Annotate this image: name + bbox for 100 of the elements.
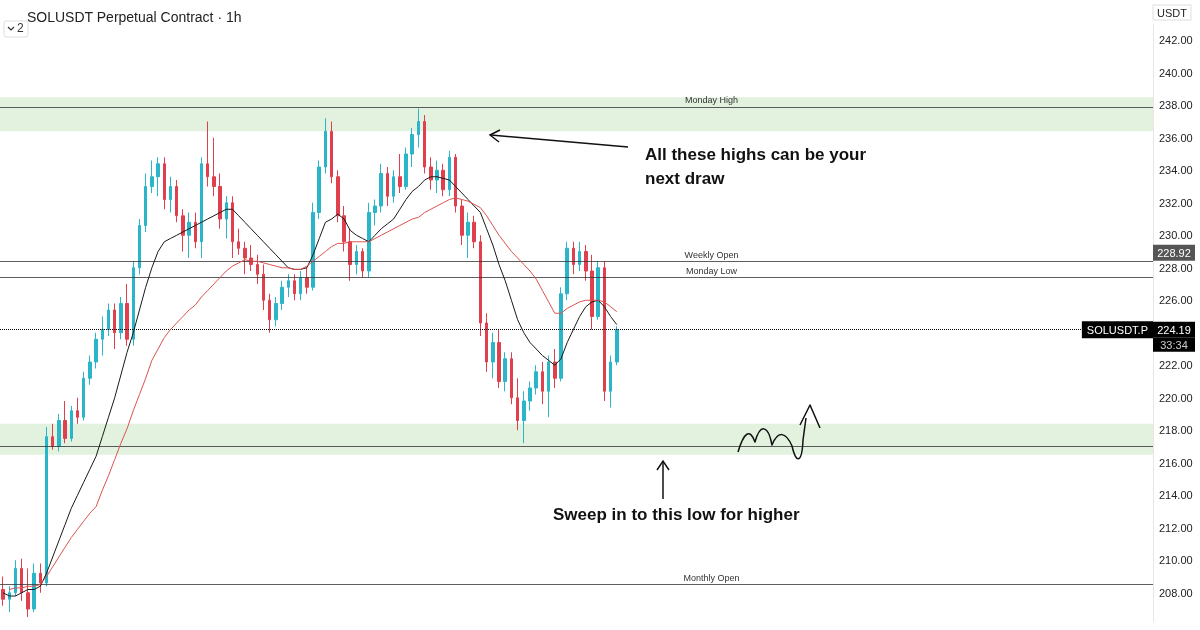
candlestick [212, 137, 216, 197]
candlestick [615, 325, 619, 366]
candlestick [132, 260, 135, 347]
y-tick-label: 234.00 [1159, 164, 1193, 177]
candlestick [63, 400, 67, 444]
candlestick [274, 296, 278, 327]
candlestick [423, 114, 426, 174]
candlestick [553, 348, 557, 389]
candlestick [479, 234, 482, 337]
annotation: Sweep in to this low for higher [553, 504, 800, 524]
candlestick [14, 559, 17, 597]
candlestick [311, 202, 315, 291]
candlestick [107, 303, 110, 337]
y-tick-label: 220.00 [1159, 391, 1193, 404]
candlestick [448, 150, 451, 197]
candlestick [32, 563, 36, 613]
candlestick [1, 576, 5, 607]
chart-title: SOLUSDT Perpetual Contract · 1h [27, 9, 242, 25]
candlestick [510, 351, 513, 405]
candlestick [429, 156, 433, 191]
candlestick [175, 179, 178, 223]
candlestick [578, 241, 581, 272]
candlestick [262, 264, 265, 311]
candlestick [268, 293, 271, 334]
candlestick [138, 218, 141, 275]
ref-line-label: Monday Low [685, 266, 738, 276]
candlestick [305, 267, 309, 295]
candlestick [485, 312, 488, 373]
candlestick [125, 283, 129, 347]
candlestick [169, 176, 172, 213]
candlestick [70, 405, 73, 443]
candlestick [82, 371, 85, 421]
candlestick [472, 215, 476, 249]
candlestick [348, 228, 352, 282]
candlestick [367, 202, 371, 278]
candlestick [76, 397, 79, 425]
y-tick-label: 230.00 [1159, 229, 1193, 242]
candlestick [206, 121, 209, 187]
y-tick-label: 226.00 [1159, 294, 1193, 307]
text: 33:34 [1160, 338, 1188, 351]
candlestick [113, 303, 116, 350]
candlestick [51, 423, 54, 451]
candlestick [404, 147, 408, 191]
candlestick [163, 156, 166, 210]
candlestick [39, 563, 42, 594]
y-tick-label: 240.00 [1159, 66, 1193, 79]
candlestick [156, 156, 160, 197]
candlestick [541, 361, 544, 405]
candlestick [88, 355, 92, 386]
candlestick [336, 169, 340, 223]
candlestick [590, 254, 594, 330]
candlestick [299, 270, 302, 301]
candlestick [317, 160, 321, 220]
candlestick [26, 567, 30, 618]
y-tick-label: 238.00 [1159, 99, 1193, 112]
candlestick [280, 280, 284, 311]
candlestick [119, 296, 123, 340]
candlestick [603, 260, 606, 402]
candlestick [330, 121, 333, 184]
candlestick [342, 205, 346, 252]
candlestick [398, 153, 402, 194]
y-tick-label: 214.00 [1159, 489, 1193, 502]
y-tick-label: 236.00 [1159, 131, 1193, 144]
candlestick [565, 241, 569, 301]
candlestick [528, 381, 532, 412]
annotation: 224.19 [1157, 323, 1191, 336]
y-axis-title: USDT [1157, 6, 1188, 19]
candlestick [417, 108, 420, 148]
candlestick [187, 212, 191, 259]
candlestick [225, 195, 228, 239]
y-tick-label: 216.00 [1159, 456, 1193, 469]
candlestick [379, 163, 383, 213]
candlestick [466, 212, 470, 259]
ref-line-label: Monthly Open [683, 573, 740, 584]
candlestick [150, 160, 154, 194]
candlestick [386, 166, 389, 207]
candlestick [609, 355, 612, 408]
candlestick [94, 332, 98, 369]
ref-line-label: Monday High [684, 95, 739, 106]
y-tick-label: 222.00 [1159, 359, 1193, 372]
candlestick [516, 377, 519, 431]
candlestick [144, 173, 147, 233]
candlestick [584, 244, 588, 282]
candlestick [441, 163, 445, 197]
candlestick [559, 286, 563, 382]
candlestick [231, 195, 234, 259]
candlestick [596, 260, 600, 321]
y-tick-label: 232.00 [1159, 196, 1193, 209]
annotation: 2 [17, 21, 24, 35]
candlestick [194, 212, 197, 249]
candlestick [497, 329, 501, 389]
candlestick [435, 160, 439, 194]
candlestick [410, 127, 414, 168]
ref-line-label: SOLUSDT.P [1086, 323, 1148, 336]
candlestick [101, 316, 104, 356]
y-tick-label: 212.00 [1159, 521, 1193, 534]
annotation: All these highs can be your next draw [645, 144, 871, 188]
candlestick [237, 228, 240, 256]
y-tick-label: 218.00 [1159, 424, 1193, 437]
candlestick [373, 199, 377, 226]
